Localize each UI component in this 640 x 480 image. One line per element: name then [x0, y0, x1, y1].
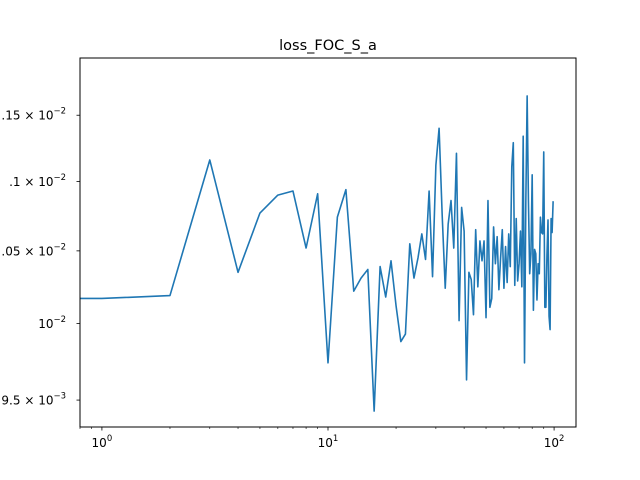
y-tick-label-4: .15 × 10−2 [1, 107, 66, 123]
axes-frame [79, 57, 577, 428]
x-tick-label-1: 101 [318, 434, 339, 450]
x-tick-label-0: 100 [92, 434, 113, 450]
y-axis-ticks: 9.5 × 10−3 10−2 .05 × 10−2 .1 × 10−2 .15 × 1… [1, 107, 80, 408]
y-tick-label-2: .05 × 10−2 [1, 242, 66, 258]
series-line-0 [80, 95, 554, 412]
x-axis-ticks: 100 101 102 [79, 427, 565, 450]
x-tick-label-2: 102 [544, 434, 565, 450]
y-tick-label-0: 9.5 × 10−3 [1, 392, 66, 408]
y-tick-label-1: 10−2 [38, 315, 66, 331]
y-tick-label-3: .1 × 10−2 [9, 173, 66, 189]
chart-title: loss_FOC_S_a [279, 38, 377, 54]
plot-area [80, 95, 554, 412]
